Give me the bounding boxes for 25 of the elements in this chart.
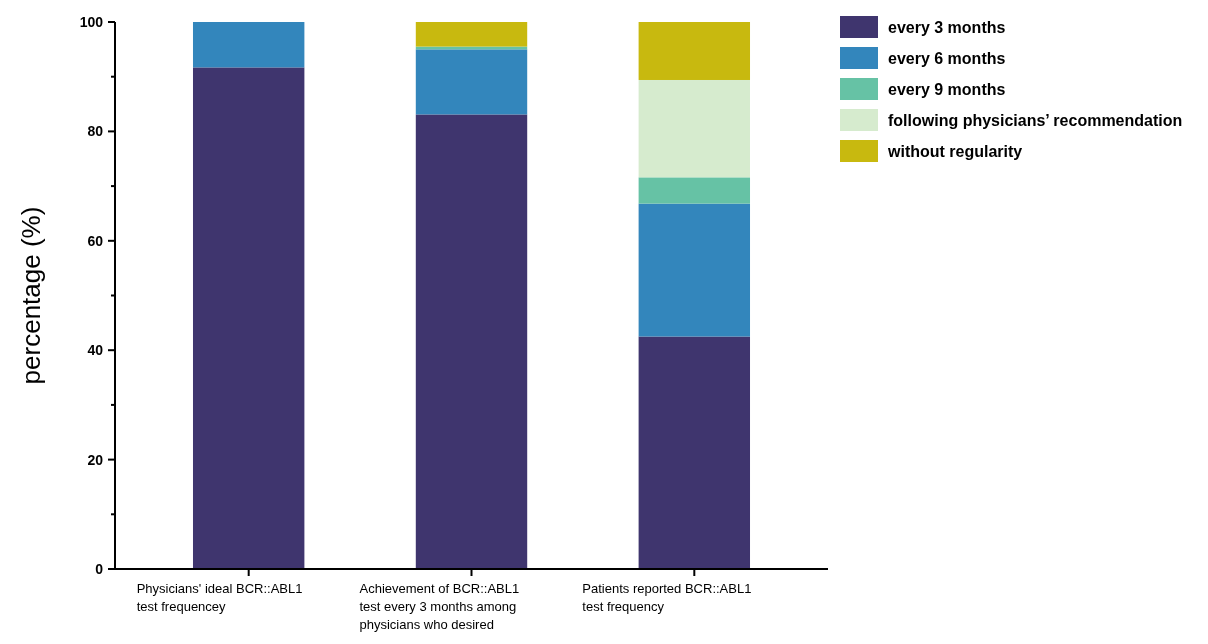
- legend-label: following physicians’ recommendation: [888, 111, 1183, 129]
- legend-label: without regularity: [887, 142, 1023, 160]
- bar: [638, 79, 751, 178]
- y-axis-title: percentage (%): [16, 206, 46, 385]
- bar: [638, 203, 751, 337]
- y-tick-label: 0: [95, 560, 104, 577]
- bar: [415, 114, 528, 569]
- x-tick-label: Patients reported BCR::ABL1 test frequency: [582, 581, 752, 614]
- x-tick-label: Achievement of BCR::ABL1 test every 3 months among physicians who desired: [359, 581, 520, 632]
- legend-label: every 9 months: [888, 80, 1006, 98]
- y-tick-label: 20: [87, 451, 104, 468]
- y-tick-label: 60: [87, 232, 104, 249]
- legend-label: every 3 months: [888, 18, 1006, 36]
- bar: [415, 49, 528, 115]
- bar: [192, 67, 305, 569]
- bar: [638, 22, 751, 80]
- bar: [415, 22, 528, 47]
- y-tick-label: 80: [87, 123, 104, 140]
- y-tick-label: 40: [87, 342, 104, 359]
- bar: [638, 177, 751, 204]
- legend-label: every 6 months: [888, 49, 1006, 67]
- x-tick-label: Physicians' ideal BCR::ABL1 test frequencey: [136, 581, 303, 614]
- bar: [192, 22, 305, 68]
- y-tick-label: 100: [79, 13, 104, 30]
- bar: [638, 336, 751, 569]
